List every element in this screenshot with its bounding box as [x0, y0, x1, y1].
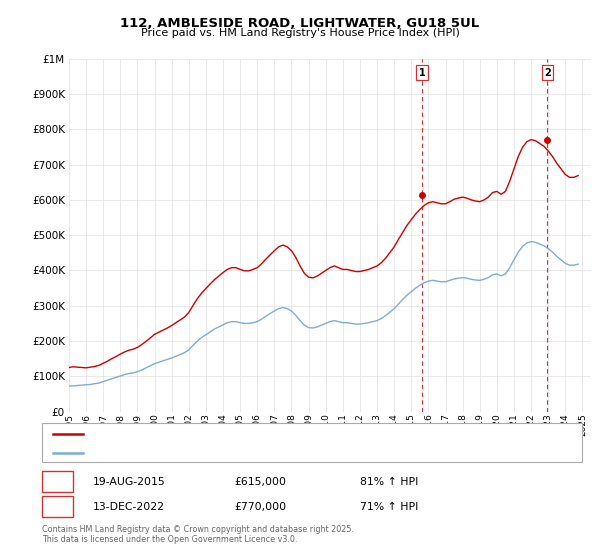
Text: Price paid vs. HM Land Registry's House Price Index (HPI): Price paid vs. HM Land Registry's House … — [140, 28, 460, 38]
Text: 19-AUG-2015: 19-AUG-2015 — [93, 477, 166, 487]
Text: 1: 1 — [419, 68, 425, 78]
Text: 13-DEC-2022: 13-DEC-2022 — [93, 502, 165, 512]
Text: Contains HM Land Registry data © Crown copyright and database right 2025.
This d: Contains HM Land Registry data © Crown c… — [42, 525, 354, 544]
Text: £615,000: £615,000 — [234, 477, 286, 487]
Text: 71% ↑ HPI: 71% ↑ HPI — [360, 502, 418, 512]
Text: £770,000: £770,000 — [234, 502, 286, 512]
Text: 2: 2 — [544, 68, 551, 78]
Text: 112, AMBLESIDE ROAD, LIGHTWATER, GU18 5UL: 112, AMBLESIDE ROAD, LIGHTWATER, GU18 5U… — [121, 17, 479, 30]
Text: 81% ↑ HPI: 81% ↑ HPI — [360, 477, 418, 487]
Text: 2: 2 — [54, 502, 61, 512]
Text: 112, AMBLESIDE ROAD, LIGHTWATER, GU18 5UL (semi-detached house): 112, AMBLESIDE ROAD, LIGHTWATER, GU18 5U… — [90, 430, 432, 438]
Text: HPI: Average price, semi-detached house, Surrey Heath: HPI: Average price, semi-detached house,… — [90, 449, 355, 458]
Text: 1: 1 — [54, 477, 61, 487]
